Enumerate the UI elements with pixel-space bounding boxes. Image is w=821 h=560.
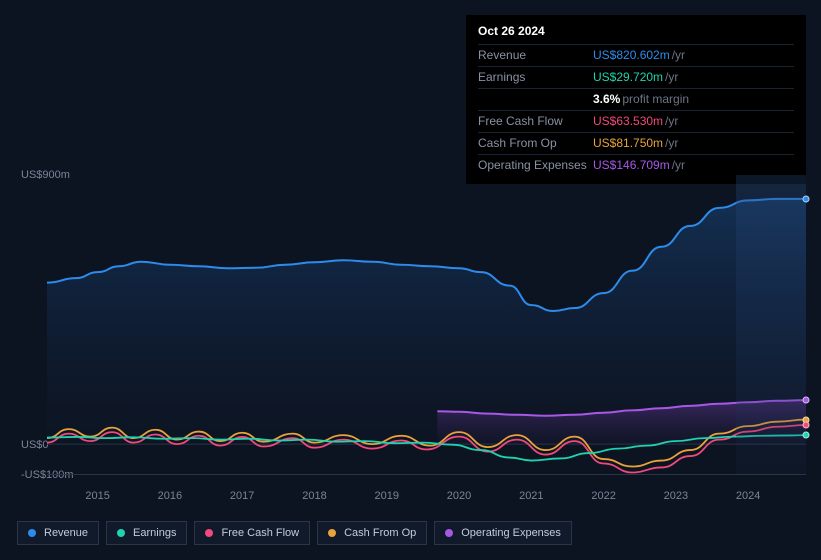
tooltip-row-earnings: EarningsUS$29.720m /yr [478, 66, 794, 88]
margin-label: profit margin [622, 91, 689, 108]
legend-label: Operating Expenses [461, 527, 561, 539]
legend-label: Earnings [133, 527, 176, 539]
legend-dot-icon [28, 529, 36, 537]
legend-dot-icon [117, 529, 125, 537]
x-tick-label: 2020 [447, 490, 471, 502]
row-value: US$29.720m [593, 69, 663, 86]
row-suffix: /yr [665, 69, 678, 86]
chart-svg [47, 175, 806, 474]
x-tick-label: 2022 [591, 490, 615, 502]
tooltip-rows: RevenueUS$820.602m /yrEarningsUS$29.720m… [478, 44, 794, 176]
row-label: Free Cash Flow [478, 113, 593, 130]
row-suffix: /yr [672, 47, 685, 64]
legend-dot-icon [205, 529, 213, 537]
x-tick-label: 2024 [736, 490, 760, 502]
data-tooltip: Oct 26 2024 RevenueUS$820.602m /yrEarnin… [466, 15, 806, 184]
row-suffix: /yr [665, 135, 678, 152]
row-label: Cash From Op [478, 135, 593, 152]
x-tick-label: 2019 [374, 490, 398, 502]
chart-legend: Revenue Earnings Free Cash Flow Cash From O… [17, 521, 572, 545]
y-tick-label: US$0 [21, 439, 49, 451]
x-tick-label: 2016 [158, 490, 182, 502]
x-tick-label: 2018 [302, 490, 326, 502]
legend-item-cfo[interactable]: Cash From Op [317, 521, 427, 545]
legend-item-opex[interactable]: Operating Expenses [434, 521, 572, 545]
endpoint-fcf [803, 421, 810, 428]
endpoint-earnings [803, 432, 810, 439]
financials-chart: US$900mUS$0-US$100m 20152016201720182019… [17, 160, 806, 480]
row-label: Earnings [478, 69, 593, 86]
tooltip-row-fcf: Free Cash FlowUS$63.530m /yr [478, 110, 794, 132]
tooltip-row-margin: 3.6% profit margin [478, 88, 794, 110]
legend-label: Cash From Op [344, 527, 416, 539]
row-label: Revenue [478, 47, 593, 64]
legend-label: Revenue [44, 527, 88, 539]
endpoint-revenue [803, 195, 810, 202]
endpoint-opex [803, 397, 810, 404]
forecast-highlight [736, 175, 806, 474]
margin-value: 3.6% [593, 91, 620, 108]
plot-area[interactable] [47, 175, 806, 475]
tooltip-row-cfo: Cash From OpUS$81.750m /yr [478, 132, 794, 154]
row-suffix: /yr [665, 113, 678, 130]
legend-item-revenue[interactable]: Revenue [17, 521, 99, 545]
row-value: US$63.530m [593, 113, 663, 130]
x-tick-label: 2023 [664, 490, 688, 502]
x-tick-label: 2021 [519, 490, 543, 502]
tooltip-date: Oct 26 2024 [478, 23, 794, 40]
legend-dot-icon [445, 529, 453, 537]
row-value: US$820.602m [593, 47, 670, 64]
x-tick-label: 2017 [230, 490, 254, 502]
legend-item-fcf[interactable]: Free Cash Flow [194, 521, 310, 545]
tooltip-row-revenue: RevenueUS$820.602m /yr [478, 44, 794, 66]
legend-dot-icon [328, 529, 336, 537]
x-axis: 2015 2016 2017 2018 2019 2020 2021 2022 2023 2024 [47, 480, 806, 500]
legend-label: Free Cash Flow [221, 527, 299, 539]
legend-item-earnings[interactable]: Earnings [106, 521, 187, 545]
x-tick-label: 2015 [85, 490, 109, 502]
row-value: US$81.750m [593, 135, 663, 152]
